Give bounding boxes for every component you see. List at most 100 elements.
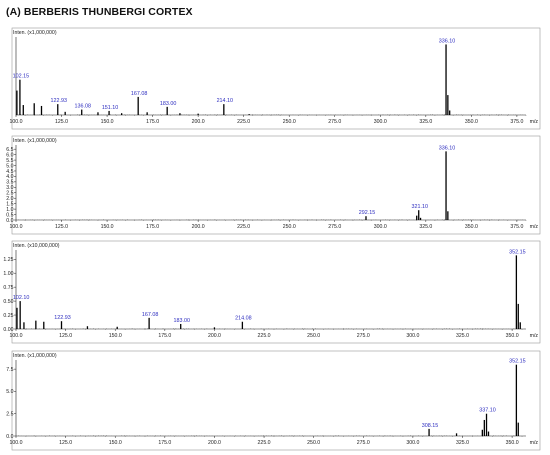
- y-tick-label: 0.25: [3, 313, 13, 319]
- spectrum-panel-3: Inten. (x10,000,000) 100.0 125.0 150.0 175.0…: [3, 240, 541, 344]
- peak-label: 167.08: [142, 312, 159, 318]
- y-tick-label: 4.5: [6, 169, 13, 175]
- x-tick-label: 100.0: [10, 119, 23, 125]
- x-tick-label: 125.0: [59, 440, 72, 446]
- x-tick-label: 250.0: [307, 440, 320, 446]
- x-axis-label: m/z: [530, 224, 539, 230]
- x-tick-label: 200.0: [192, 119, 205, 125]
- peak-label: 336.10: [439, 145, 456, 151]
- x-tick-label: 150.0: [101, 224, 114, 230]
- x-tick-label: 275.0: [328, 224, 341, 230]
- baseline-noise: [15, 435, 525, 436]
- y-tick-label: 4.0: [6, 174, 13, 180]
- x-tick-label: 350.0: [465, 119, 478, 125]
- x-tick-label: 175.0: [158, 440, 171, 446]
- y-tick-label: 2.0: [6, 196, 13, 202]
- peak-label: 352.15: [509, 249, 526, 255]
- y-tick-label: 5.5: [6, 158, 13, 164]
- peak-label: 183.00: [160, 101, 177, 107]
- x-tick-label: 175.0: [146, 119, 159, 125]
- y-tick-label: 1.25: [3, 257, 13, 263]
- x-tick-label: 225.0: [237, 119, 250, 125]
- peak-label: 136.08: [74, 104, 91, 110]
- peak-label: 167.08: [131, 91, 148, 97]
- x-axis-label: m/z: [530, 119, 539, 125]
- panel-frame: [11, 135, 541, 235]
- x-axis-label: m/z: [530, 440, 539, 446]
- y-tick-label: 6.5: [6, 147, 13, 153]
- x-tick-label: 125.0: [55, 119, 68, 125]
- panel-frame: [11, 350, 541, 451]
- peak-label: 336.10: [439, 38, 456, 44]
- y-tick-label: 3.0: [6, 185, 13, 191]
- figure-title: (A) BERBERIS THUNBERGI CORTEX: [6, 6, 193, 18]
- peak-label: 122.93: [51, 98, 68, 104]
- x-tick-label: 100.0: [10, 440, 23, 446]
- y-tick-label: 6.0: [6, 152, 13, 158]
- x-tick-label: 375.0: [510, 224, 523, 230]
- x-tick-label: 200.0: [208, 440, 221, 446]
- x-tick-label: 275.0: [357, 333, 370, 339]
- x-tick-label: 325.0: [419, 224, 432, 230]
- y-tick-label: 0.75: [3, 285, 13, 291]
- peak-label: 214.10: [217, 98, 234, 104]
- x-tick-label: 250.0: [283, 119, 296, 125]
- peak-label: 151.10: [102, 105, 119, 111]
- x-tick-label: 275.0: [357, 440, 370, 446]
- x-tick-label: 275.0: [328, 119, 341, 125]
- y-tick-label: 0.50: [3, 299, 13, 305]
- panel-frame: [11, 27, 541, 130]
- x-tick-label: 125.0: [55, 224, 68, 230]
- x-tick-label: 325.0: [456, 333, 469, 339]
- x-tick-label: 225.0: [237, 224, 250, 230]
- x-tick-label: 325.0: [456, 440, 469, 446]
- x-tick-label: 125.0: [59, 333, 72, 339]
- x-axis-label: m/z: [530, 333, 539, 339]
- y-tick-label: 5.0: [6, 389, 13, 395]
- y-tick-label: 7.5: [6, 367, 13, 373]
- x-tick-label: 325.0: [419, 119, 432, 125]
- peak-label: 352.15: [509, 359, 526, 365]
- y-tick-label: 2.5: [6, 412, 13, 418]
- x-tick-label: 150.0: [109, 440, 122, 446]
- x-tick-label: 100.0: [10, 333, 23, 339]
- x-tick-label: 300.0: [406, 440, 419, 446]
- x-tick-label: 350.0: [506, 333, 519, 339]
- y-tick-label: 1.00: [3, 271, 13, 277]
- y-tick-label: 5.0: [6, 163, 13, 169]
- x-tick-label: 150.0: [101, 119, 114, 125]
- x-tick-label: 375.0: [510, 119, 523, 125]
- x-tick-label: 150.0: [109, 333, 122, 339]
- x-tick-label: 350.0: [465, 224, 478, 230]
- x-tick-label: 300.0: [374, 224, 387, 230]
- x-tick-label: 175.0: [158, 333, 171, 339]
- peak-label: 308.15: [422, 423, 439, 429]
- x-tick-label: 225.0: [258, 333, 271, 339]
- panel-frame: [11, 240, 541, 344]
- peak-label: 102.15: [13, 74, 30, 80]
- x-tick-label: 225.0: [258, 440, 271, 446]
- x-tick-label: 175.0: [146, 224, 159, 230]
- x-tick-label: 300.0: [374, 119, 387, 125]
- y-axis-header: Inten. (x1,000,000): [13, 353, 57, 359]
- peak-label: 122.93: [54, 315, 71, 321]
- baseline-noise: [15, 114, 526, 115]
- x-tick-label: 300.0: [406, 333, 419, 339]
- peak-label: 214.08: [235, 316, 252, 322]
- y-tick-label: 2.5: [6, 191, 13, 197]
- y-axis-header: Inten. (x1,000,000): [13, 138, 57, 144]
- peak-label: 102.10: [13, 295, 30, 301]
- y-axis-header: Inten. (x10,000,000): [13, 243, 60, 249]
- y-tick-label: 1.5: [6, 201, 13, 207]
- x-tick-label: 250.0: [307, 333, 320, 339]
- y-tick-label: 0.00: [3, 327, 13, 333]
- x-tick-label: 200.0: [208, 333, 221, 339]
- y-tick-label: 0.0: [6, 434, 13, 440]
- x-tick-label: 200.0: [192, 224, 205, 230]
- y-tick-label: 3.5: [6, 180, 13, 186]
- x-tick-label: 250.0: [283, 224, 296, 230]
- y-axis-header: Inten. (x1,000,000): [13, 30, 57, 36]
- y-tick-label: 1.0: [6, 207, 13, 213]
- y-tick-label: 0.5: [6, 212, 13, 218]
